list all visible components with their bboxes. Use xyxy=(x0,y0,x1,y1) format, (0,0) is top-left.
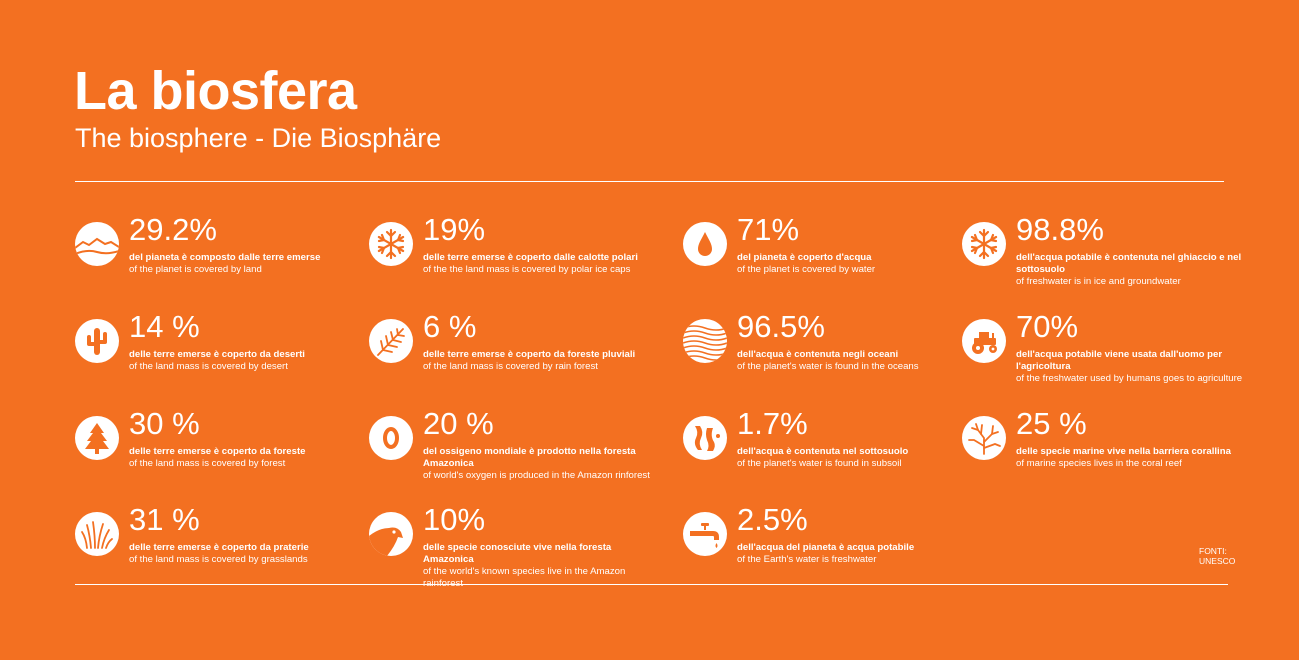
oxygen-icon xyxy=(369,416,413,460)
stat-label-en: of the planet's water is found in the oc… xyxy=(737,361,919,372)
stat-label-it: delle terre emerse è coperto da deserti xyxy=(129,349,305,360)
stat-label-it: del pianeta è composto dalle terre emers… xyxy=(129,252,321,263)
source-note: FONTI: UNESCO xyxy=(1199,546,1235,566)
cactus-icon xyxy=(75,319,119,363)
stat-label-it: dell'acqua potabile è contenuta nel ghia… xyxy=(1016,252,1242,275)
stat-label-en: of freshwater is in ice and groundwater xyxy=(1016,276,1181,287)
source-label: FONTI: xyxy=(1199,546,1227,556)
stat-label-en: of the land mass is covered by rain fore… xyxy=(423,361,598,372)
faucet-icon xyxy=(683,512,727,556)
stat-label-en: of world's oxygen is produced in the Ama… xyxy=(423,470,650,481)
stat-value: 31 % xyxy=(129,502,200,537)
tree-icon xyxy=(75,416,119,460)
tractor-icon xyxy=(962,319,1006,363)
stat-label-en: of the world's known species live in the… xyxy=(423,566,626,589)
stat-label-en: of the the land mass is covered by polar… xyxy=(423,264,631,275)
waves-icon xyxy=(683,319,727,363)
stat-label-it: delle terre emerse è coperto dalle calot… xyxy=(423,252,638,263)
stat-label-en: of the land mass is covered by forest xyxy=(129,458,286,469)
stat-label-it: dell'acqua è contenuta nel sottosuolo xyxy=(737,446,909,457)
stat-value: 98.8% xyxy=(1016,212,1104,247)
stat-label-it: del pianeta è coperto d'acqua xyxy=(737,252,872,263)
page-subtitle: The biosphere - Die Biosphäre xyxy=(75,123,442,153)
stat-label-it: delle terre emerse è coperto da foreste … xyxy=(423,349,636,360)
coral-icon xyxy=(962,416,1006,460)
grass-icon xyxy=(75,512,119,556)
stat-label-it: delle terre emerse è coperto da praterie xyxy=(129,542,309,553)
stat-label-en: of marine species lives in the coral ree… xyxy=(1016,458,1182,469)
stat-value: 71% xyxy=(737,212,800,247)
stat-value: 70% xyxy=(1016,309,1079,344)
stat-value: 25 % xyxy=(1016,406,1087,441)
stat-label-en: of the freshwater used by humans goes to… xyxy=(1016,373,1243,384)
water-drop-icon xyxy=(683,222,727,266)
stat-label-it: delle specie marine vive nella barriera … xyxy=(1016,446,1231,457)
stat-value: 10% xyxy=(423,502,486,537)
stat-value: 6 % xyxy=(423,309,477,344)
stat-value: 2.5% xyxy=(737,502,808,537)
stat-value: 19% xyxy=(423,212,486,247)
stat-label-it: del ossigeno mondiale è prodotto nella f… xyxy=(423,446,636,469)
stat-value: 14 % xyxy=(129,309,200,344)
stat-label-en: of the Earth's water is freshwater xyxy=(737,554,877,565)
stat-value: 29.2% xyxy=(129,212,217,247)
fern-icon xyxy=(369,319,413,363)
top-divider xyxy=(75,181,1224,182)
stat-value: 20 % xyxy=(423,406,494,441)
bird-icon xyxy=(369,512,413,556)
stat-value: 1.7% xyxy=(737,406,808,441)
stat-label-it: dell'acqua è contenuta negli oceani xyxy=(737,349,899,360)
source-name: UNESCO xyxy=(1199,556,1236,566)
snowflake-icon xyxy=(962,222,1006,266)
stat-label-it: delle terre emerse è coperto da foreste xyxy=(129,446,306,457)
bottom-divider xyxy=(75,584,1228,585)
land-icon xyxy=(75,222,119,266)
stat-label-en: of the planet is covered by water xyxy=(737,264,876,275)
page-title: La biosfera xyxy=(74,61,357,121)
stat-value: 96.5% xyxy=(737,309,825,344)
stat-label-it: delle specie conosciute vive nella fores… xyxy=(423,542,612,565)
subsoil-icon xyxy=(683,416,727,460)
stat-label-it: dell'acqua del pianeta è acqua potabile xyxy=(737,542,915,553)
stat-label-en: of the land mass is covered by grassland… xyxy=(129,554,308,565)
stat-label-en: of the land mass is covered by desert xyxy=(129,361,288,372)
stat-value: 30 % xyxy=(129,406,200,441)
stat-label-en: of the planet's water is found in subsoi… xyxy=(737,458,902,469)
snowflake-icon xyxy=(369,222,413,266)
stat-label-en: of the planet is covered by land xyxy=(129,264,262,275)
stat-label-it: dell'acqua potabile viene usata dall'uom… xyxy=(1016,349,1223,372)
